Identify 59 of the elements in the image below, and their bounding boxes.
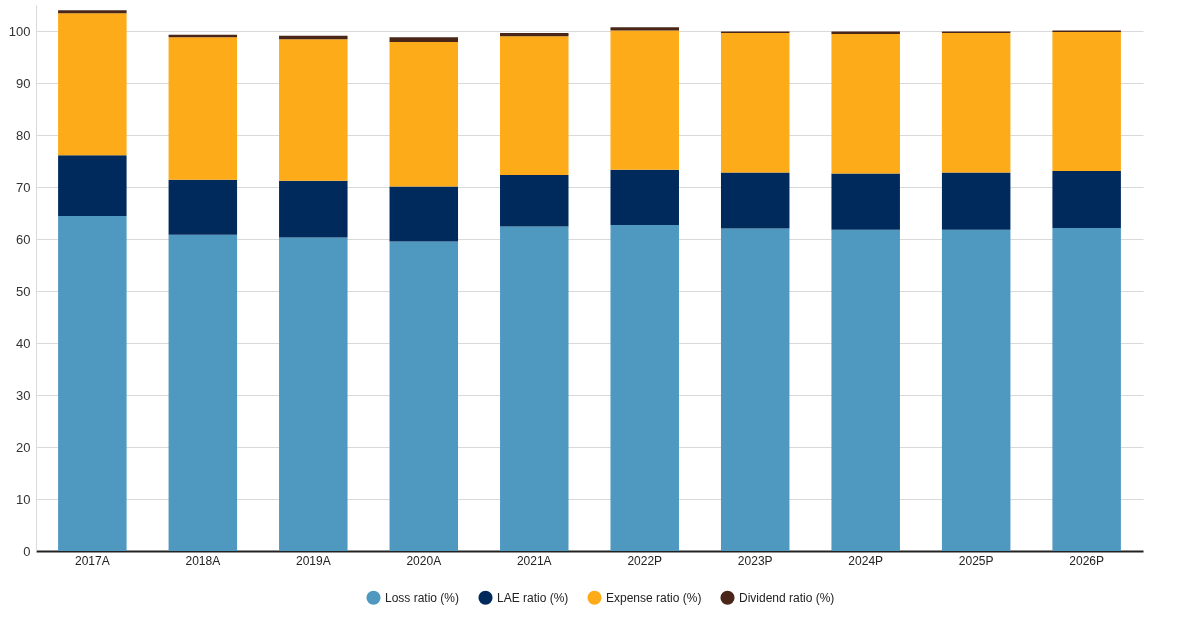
bar <box>941 229 1011 551</box>
bar <box>58 13 127 156</box>
bar <box>168 37 238 180</box>
y-tick-label: 10 <box>16 491 31 507</box>
bar <box>610 27 679 31</box>
bar <box>389 241 459 551</box>
x-tick-label: 2022P <box>627 553 663 568</box>
bar <box>610 30 679 170</box>
bar <box>1052 228 1121 551</box>
bar <box>720 228 790 551</box>
bar <box>831 173 900 230</box>
y-tick-label: 60 <box>16 231 31 247</box>
x-tick-label: 2017A <box>74 553 110 568</box>
x-tick-label: 2024P <box>848 553 884 568</box>
bar <box>831 34 900 174</box>
bar <box>1052 32 1121 171</box>
bar <box>500 33 569 37</box>
bar <box>500 175 569 227</box>
bar <box>58 155 127 217</box>
x-tick-label: 2018A <box>185 553 221 568</box>
legend-label: Dividend ratio (%) <box>739 590 835 605</box>
bar <box>610 224 679 551</box>
y-tick-label: 50 <box>16 283 31 299</box>
x-tick-label: 2026P <box>1069 553 1105 568</box>
bar <box>1052 170 1121 229</box>
y-tick-label: 0 <box>23 543 31 559</box>
y-tick-label: 70 <box>16 179 31 195</box>
x-tick-label: 2019A <box>295 553 331 568</box>
bar <box>389 186 459 242</box>
bar <box>58 10 127 14</box>
y-tick-label: 100 <box>8 23 31 39</box>
x-tick-label: 2021A <box>516 553 552 568</box>
bar <box>500 226 569 551</box>
bar <box>720 172 790 229</box>
bar <box>941 33 1011 173</box>
bar <box>941 172 1011 230</box>
y-tick-label: 40 <box>16 335 31 351</box>
x-tick-label: 2025P <box>958 553 994 568</box>
y-tick-label: 90 <box>16 75 31 91</box>
y-tick-label: 20 <box>16 439 31 455</box>
legend-label: LAE ratio (%) <box>497 590 569 605</box>
legend-label: Loss ratio (%) <box>385 590 460 605</box>
bar <box>279 180 348 238</box>
bar <box>389 37 459 42</box>
bar <box>500 36 569 176</box>
x-tick-label: 2023P <box>737 553 773 568</box>
bar <box>831 229 900 551</box>
bar <box>610 169 679 225</box>
bar <box>168 179 238 235</box>
y-tick-label: 30 <box>16 387 31 403</box>
bar <box>58 216 127 551</box>
x-tick-label: 2020A <box>406 553 442 568</box>
y-tick-label: 80 <box>16 127 31 143</box>
bar <box>168 234 238 551</box>
bar <box>720 33 790 173</box>
bar <box>279 237 348 551</box>
bar <box>279 39 348 181</box>
bar <box>389 41 459 187</box>
legend-label: Expense ratio (%) <box>606 590 702 605</box>
